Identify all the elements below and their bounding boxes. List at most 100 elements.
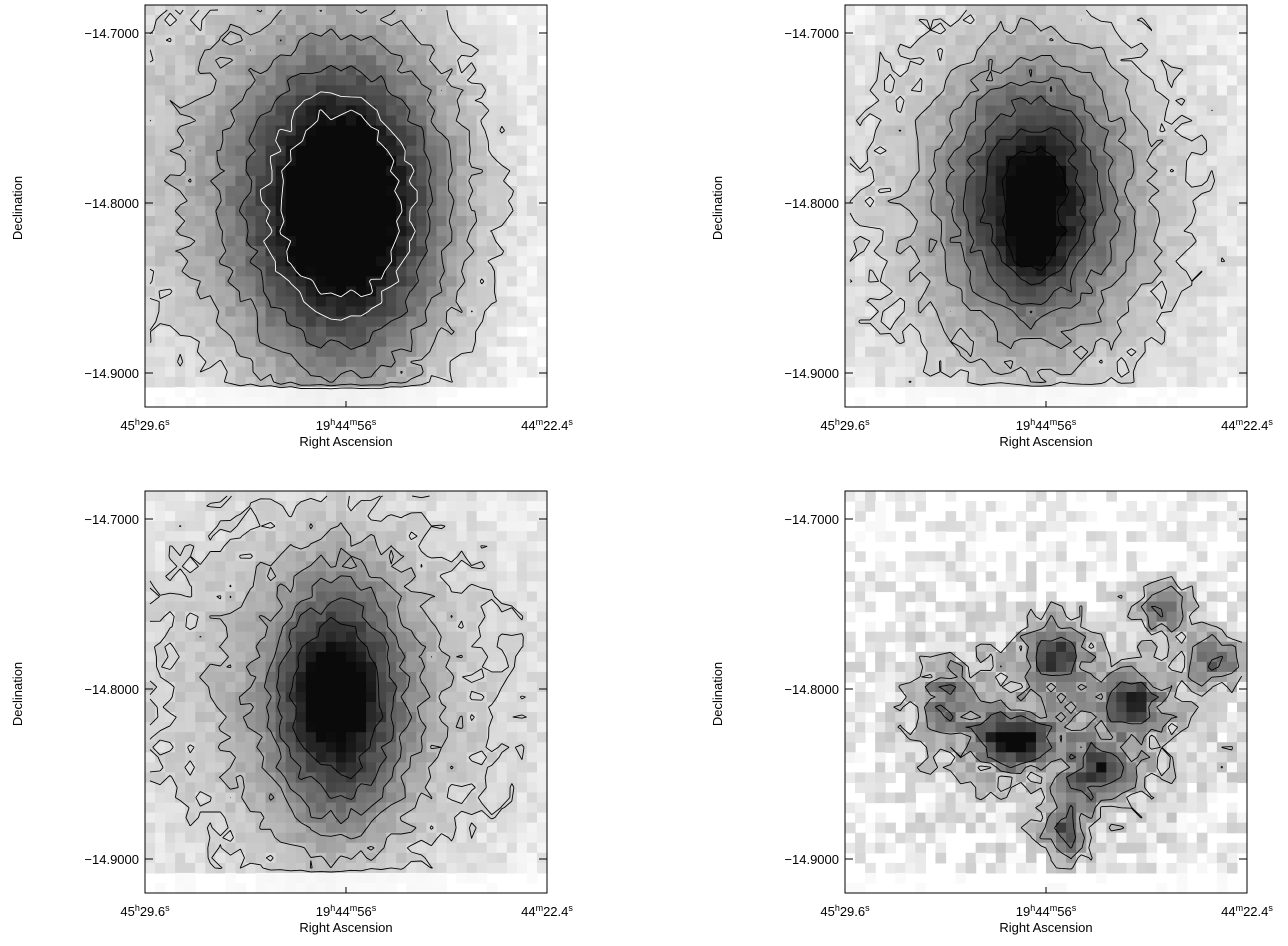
intensity-cell: [306, 246, 317, 257]
intensity-cell: [366, 662, 377, 673]
intensity-cell: [1046, 501, 1057, 512]
intensity-cell: [1066, 387, 1077, 398]
intensity-cell: [457, 226, 468, 237]
intensity-cell: [487, 672, 498, 683]
intensity-cell: [925, 216, 936, 227]
intensity-cell: [855, 176, 866, 187]
intensity-cell: [457, 196, 468, 207]
intensity-cell: [1076, 571, 1087, 582]
intensity-cell: [1126, 186, 1137, 197]
intensity-cell: [1187, 296, 1198, 307]
intensity-cell: [1126, 551, 1137, 562]
intensity-cell: [487, 782, 498, 793]
intensity-cell: [497, 266, 508, 277]
intensity-cell: [406, 196, 417, 207]
intensity-cell: [1076, 126, 1087, 137]
intensity-cell: [845, 45, 856, 56]
intensity-cell: [1036, 387, 1047, 398]
intensity-cell: [346, 106, 357, 117]
intensity-cell: [1207, 511, 1218, 522]
intensity-cell: [356, 25, 367, 36]
intensity-cell: [915, 357, 926, 368]
intensity-cell: [905, 166, 916, 177]
intensity-cell: [416, 387, 427, 398]
intensity-cell: [316, 823, 327, 834]
intensity-cell: [1056, 75, 1067, 86]
intensity-cell: [316, 541, 327, 552]
intensity-cell: [1197, 126, 1208, 137]
intensity-cell: [426, 246, 437, 257]
intensity-cell: [366, 652, 377, 663]
intensity-cell: [215, 571, 226, 582]
intensity-cell: [925, 317, 936, 328]
intensity-cell: [905, 387, 916, 398]
intensity-cell: [956, 377, 967, 388]
intensity-cell: [346, 843, 357, 854]
intensity-cell: [946, 246, 957, 257]
intensity-cell: [296, 206, 307, 217]
intensity-cell: [436, 146, 447, 157]
intensity-cell: [225, 772, 236, 783]
intensity-cell: [145, 803, 156, 814]
intensity-cell: [1096, 196, 1107, 207]
intensity-cell: [895, 256, 906, 267]
intensity-cell: [487, 491, 498, 502]
intensity-cell: [235, 75, 246, 86]
intensity-cell: [266, 357, 277, 368]
intensity-cell: [1116, 337, 1127, 348]
intensity-cell: [1227, 357, 1238, 368]
intensity-cell: [235, 491, 246, 502]
intensity-cell: [1136, 296, 1147, 307]
intensity-cell: [457, 692, 468, 703]
intensity-cell: [266, 25, 277, 36]
intensity-cell: [336, 612, 347, 623]
intensity-cell: [185, 377, 196, 388]
intensity-cell: [416, 55, 427, 66]
intensity-cell: [266, 813, 277, 824]
intensity-cell: [326, 762, 337, 773]
intensity-cell: [406, 136, 417, 147]
intensity-cell: [175, 491, 186, 502]
intensity-map: [845, 5, 1248, 408]
intensity-cell: [855, 256, 866, 267]
intensity-cell: [1177, 337, 1188, 348]
intensity-cell: [976, 296, 987, 307]
intensity-cell: [426, 813, 437, 824]
intensity-cell: [436, 612, 447, 623]
intensity-cell: [537, 15, 548, 26]
intensity-cell: [155, 116, 166, 127]
intensity-cell: [286, 367, 297, 378]
intensity-cell: [306, 622, 317, 633]
intensity-cell: [1167, 206, 1178, 217]
intensity-cell: [195, 337, 206, 348]
intensity-cell: [447, 5, 458, 16]
intensity-cell: [1026, 75, 1037, 86]
intensity-cell: [845, 206, 856, 217]
intensity-cell: [946, 176, 957, 187]
intensity-cell: [185, 491, 196, 502]
intensity-cell: [915, 75, 926, 86]
intensity-cell: [406, 501, 417, 512]
intensity-cell: [1056, 106, 1067, 117]
intensity-cell: [1056, 561, 1067, 572]
intensity-cell: [165, 256, 176, 267]
intensity-cell: [527, 813, 538, 824]
intensity-cell: [1036, 65, 1047, 76]
intensity-cell: [537, 602, 548, 613]
intensity-cell: [1147, 196, 1158, 207]
intensity-cell: [426, 672, 437, 683]
intensity-cell: [316, 35, 327, 46]
intensity-cell: [386, 692, 397, 703]
intensity-cell: [1116, 166, 1127, 177]
intensity-cell: [527, 296, 538, 307]
intensity-cell: [1016, 5, 1027, 16]
intensity-cell: [246, 196, 257, 207]
intensity-cell: [1086, 226, 1097, 237]
intensity-cell: [426, 25, 437, 36]
intensity-cell: [895, 317, 906, 328]
intensity-cell: [346, 742, 357, 753]
intensity-cell: [326, 347, 337, 358]
intensity-cell: [296, 531, 307, 542]
intensity-cell: [1217, 196, 1228, 207]
intensity-cell: [1056, 246, 1067, 257]
